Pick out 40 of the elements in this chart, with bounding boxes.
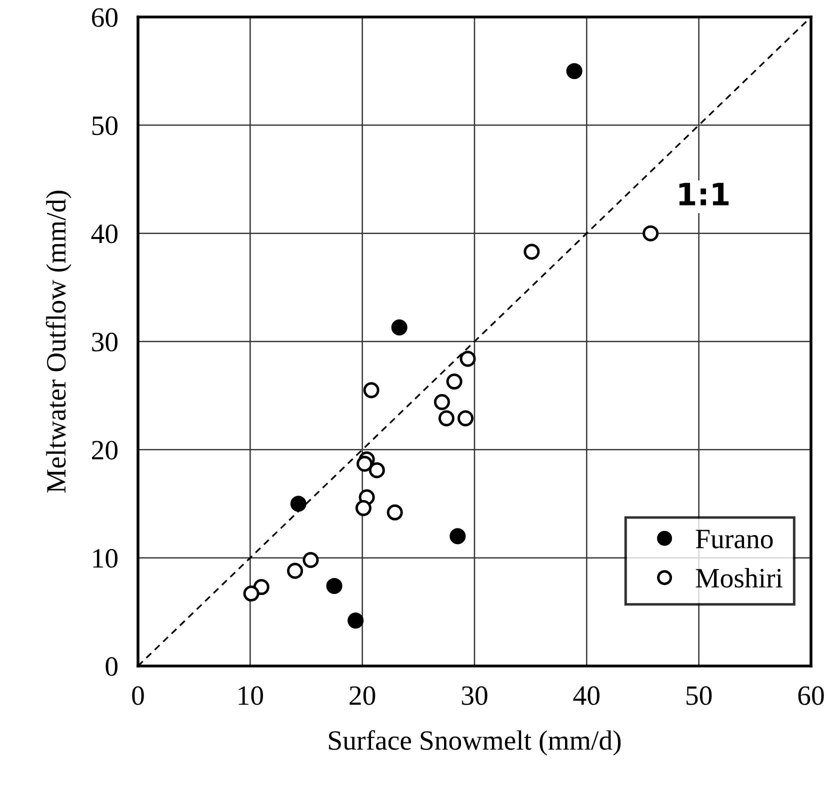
point <box>368 462 385 478</box>
legend-label: Moshiri <box>696 568 783 588</box>
point <box>386 504 403 520</box>
y-axis-title: Meltwater Outflow (mm/d) <box>46 190 72 493</box>
point <box>458 410 474 426</box>
point <box>446 374 462 390</box>
point <box>348 612 364 629</box>
x-tick-label: 40 <box>573 686 600 705</box>
legend-label: Furano <box>696 530 773 548</box>
point <box>326 578 342 594</box>
point <box>302 552 319 568</box>
y-tick-label: 40 <box>91 224 118 244</box>
point <box>363 382 380 398</box>
point <box>356 456 373 472</box>
x-tick-label: 0 <box>132 686 144 705</box>
x-tick-label: 20 <box>350 686 376 705</box>
point <box>434 394 450 410</box>
x-axis-title: Surface Snowmelt (mm/d) <box>329 730 621 756</box>
annotation: 1:1 <box>679 182 729 206</box>
y-tick-label: 60 <box>92 8 118 27</box>
point <box>243 586 260 602</box>
y-tick-label: 50 <box>92 116 118 136</box>
point <box>460 350 476 367</box>
point <box>391 319 408 336</box>
y-tick-label: 20 <box>92 440 118 460</box>
point <box>566 63 582 80</box>
point <box>287 562 304 579</box>
point <box>642 225 659 242</box>
point <box>438 410 454 426</box>
x-tick-label: 10 <box>238 686 263 705</box>
x-tick-label: 60 <box>798 686 824 705</box>
point <box>355 500 372 516</box>
y-tick-label: 30 <box>92 332 118 352</box>
y-tick-label: 0 <box>106 657 118 676</box>
y-tick-label: 10 <box>93 549 118 568</box>
point <box>524 244 540 260</box>
x-tick-label: 50 <box>686 686 712 705</box>
point <box>450 528 466 544</box>
x-tick-label: 30 <box>462 686 488 705</box>
point <box>290 496 306 512</box>
